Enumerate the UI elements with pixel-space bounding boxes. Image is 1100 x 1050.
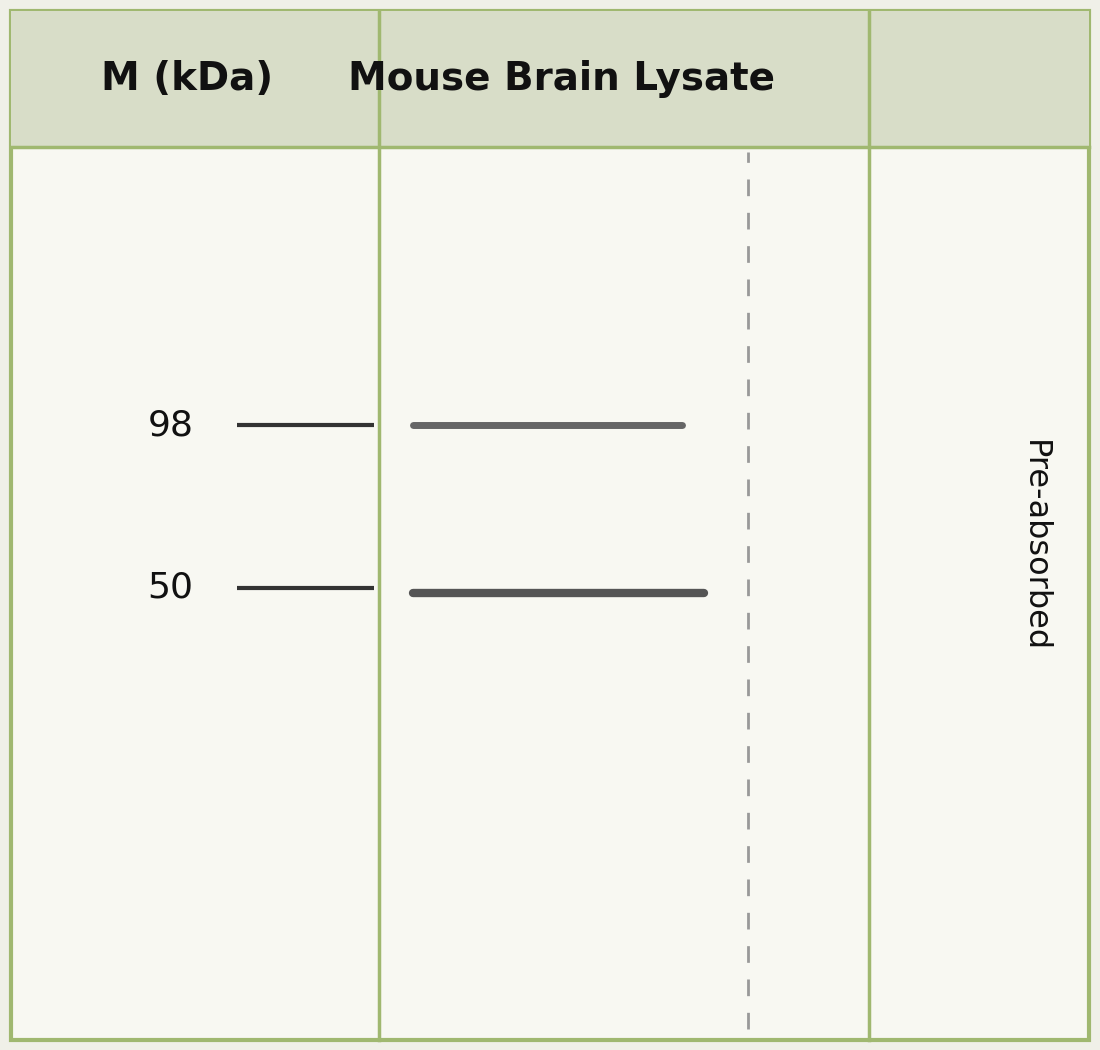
Text: M (kDa): M (kDa): [101, 60, 273, 98]
Text: 50: 50: [147, 571, 194, 605]
Text: 98: 98: [147, 408, 194, 442]
Bar: [11, 10, 1089, 147]
Text: Pre-absorbed: Pre-absorbed: [1019, 440, 1049, 652]
Text: Mouse Brain Lysate: Mouse Brain Lysate: [348, 60, 774, 98]
